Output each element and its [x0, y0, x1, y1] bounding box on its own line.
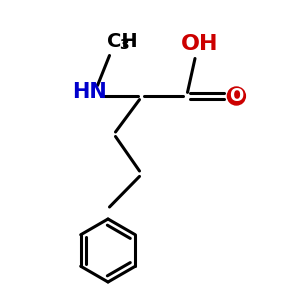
Text: CH: CH	[106, 32, 137, 51]
Text: 3: 3	[119, 38, 129, 52]
Text: O: O	[229, 87, 244, 105]
Text: HN: HN	[73, 82, 107, 102]
Text: OH: OH	[181, 34, 218, 53]
Circle shape	[227, 87, 245, 105]
